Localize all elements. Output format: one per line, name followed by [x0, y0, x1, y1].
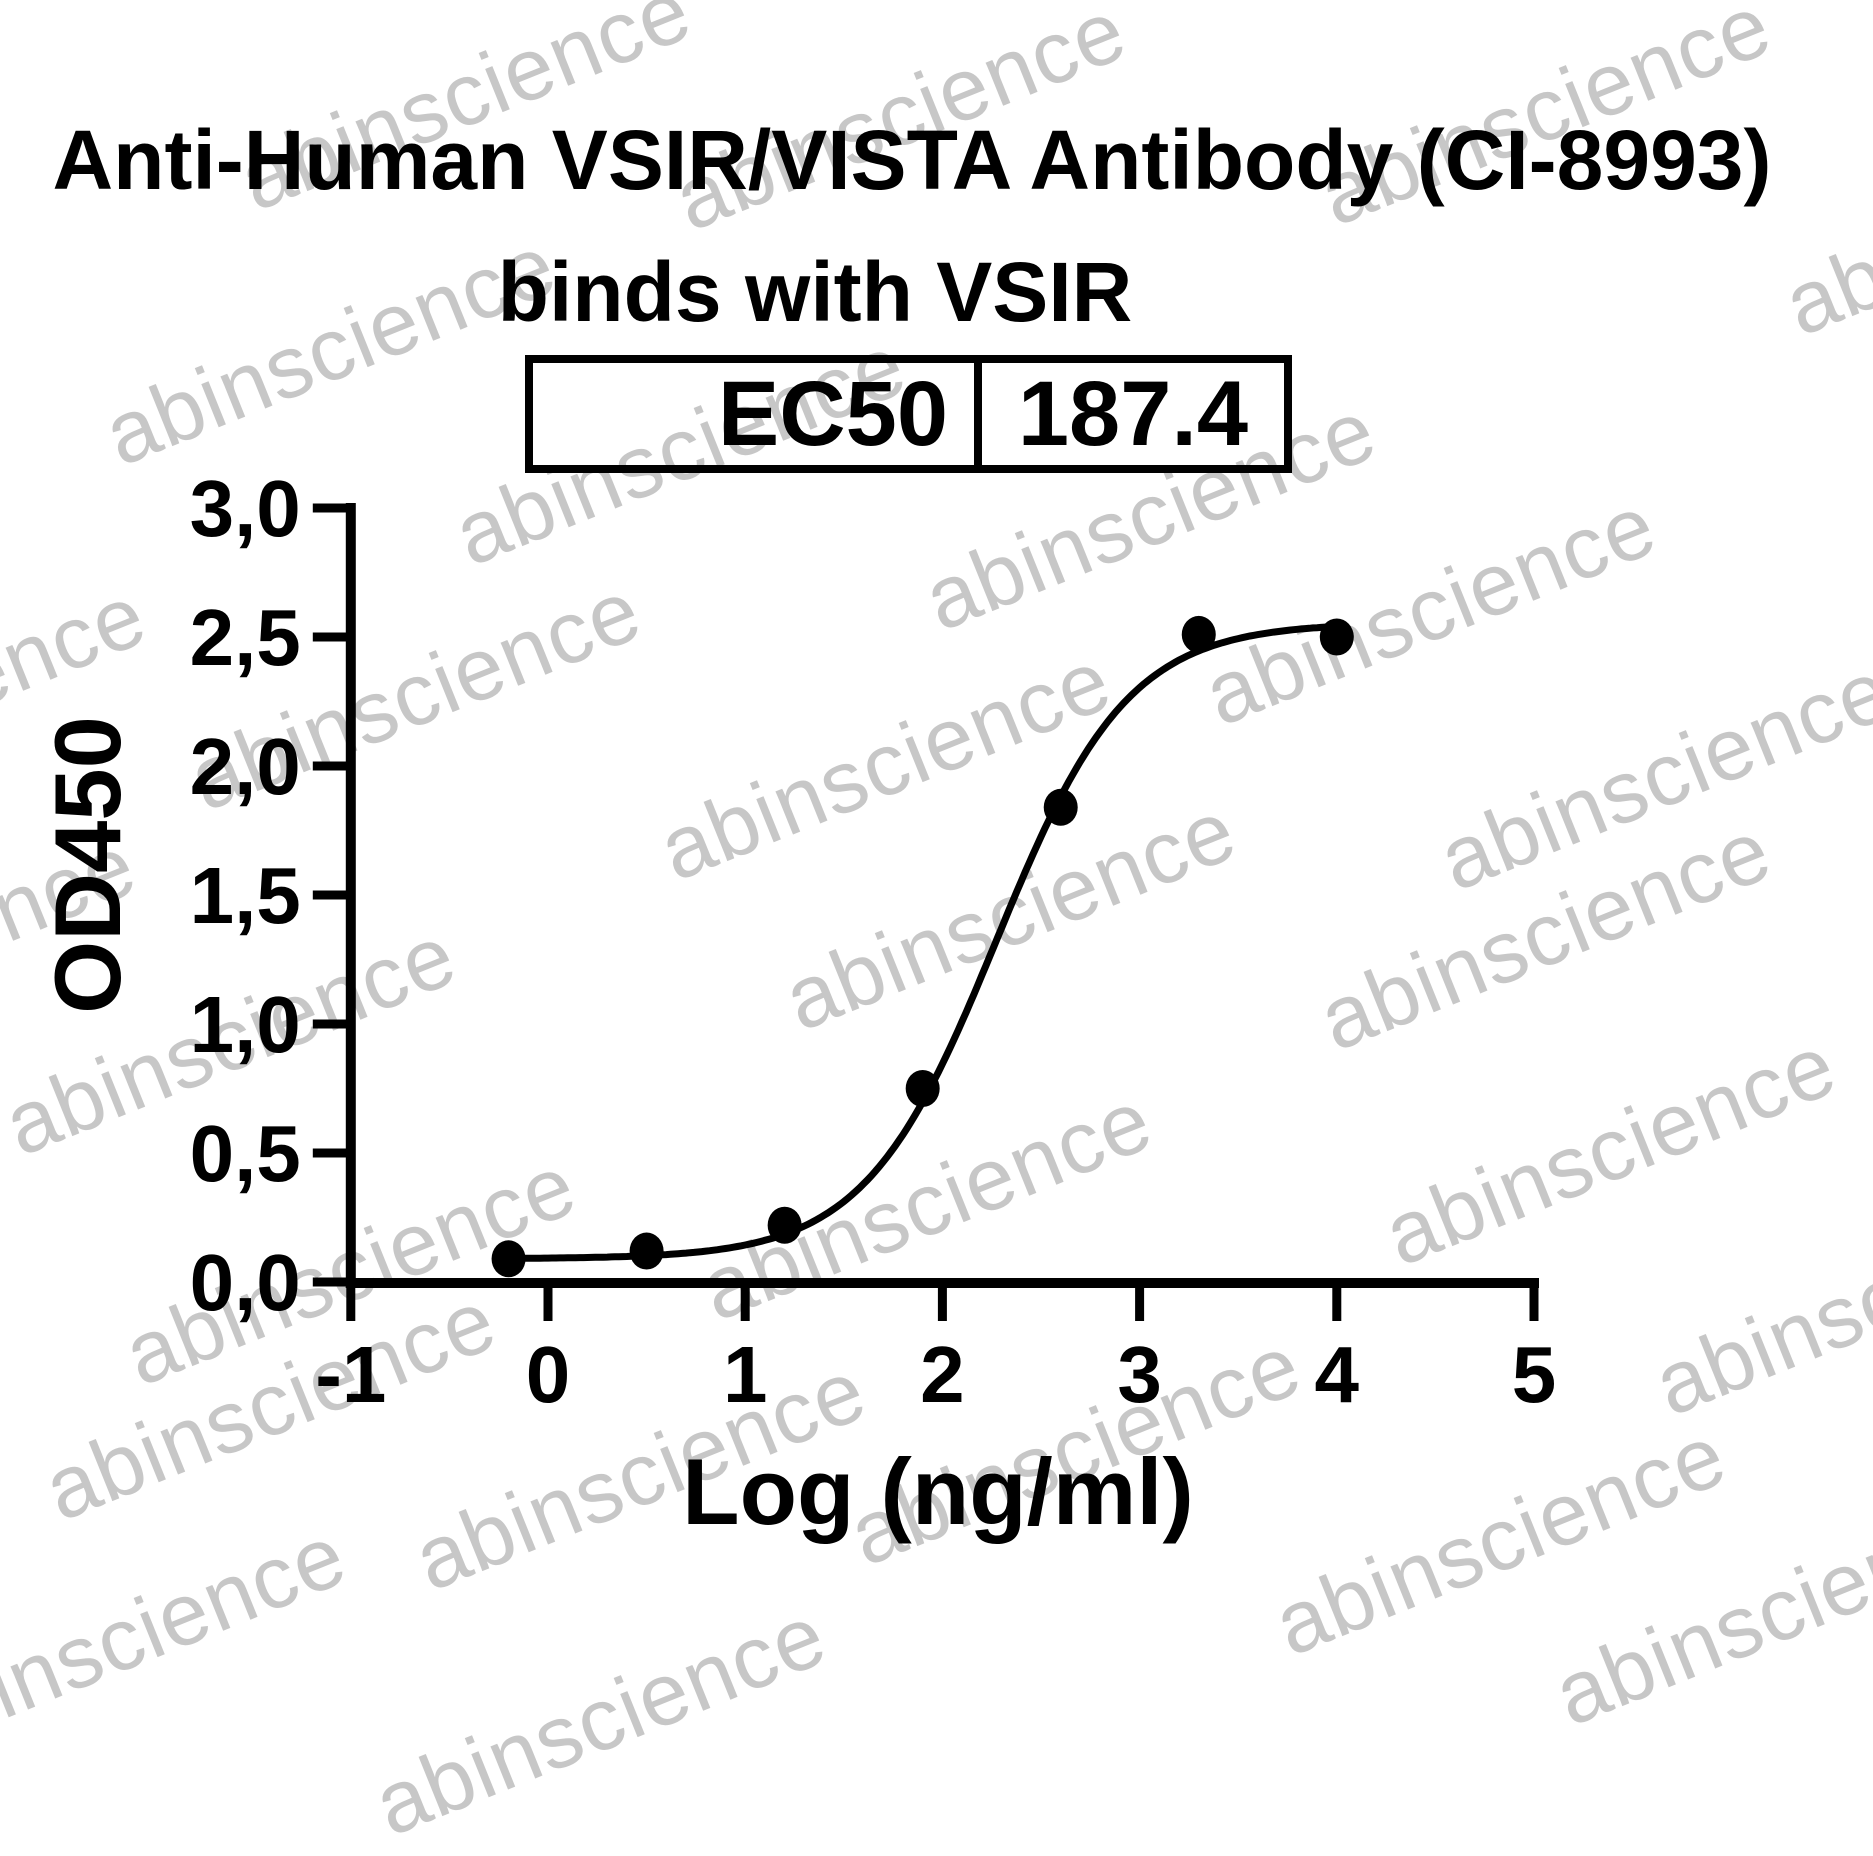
- ec50-table: EC50 187.4: [525, 355, 1292, 473]
- x-tick-label: 1: [723, 1330, 768, 1419]
- data-point: [1319, 618, 1354, 656]
- axes: [345, 503, 1539, 1288]
- data-point: [629, 1232, 664, 1270]
- data-point: [767, 1206, 802, 1244]
- data-point: [491, 1240, 526, 1278]
- chart-plot-area: 0,0 0,5 1,0 1,5 2,0 2,5 3,0 -1 0 1 2 3 4 5 OD450 Log …: [35, 464, 1557, 1544]
- data-points: [491, 615, 1354, 1278]
- axis-tick-labels: 0,0 0,5 1,0 1,5 2,0 2,5 3,0 -1 0 1 2 3 4 5: [190, 464, 1557, 1419]
- x-tick-label: -1: [315, 1330, 386, 1419]
- y-tick-label: 2,5: [190, 593, 301, 682]
- x-tick-label: 4: [1315, 1330, 1360, 1419]
- data-point: [1181, 615, 1216, 653]
- page-subtitle: binds with VSIR: [497, 245, 1133, 339]
- data-point: [1043, 788, 1078, 826]
- x-tick-label: 2: [920, 1330, 965, 1419]
- binding-curve-figure: Anti-Human VSIR/VISTA Antibody (CI-8993)…: [35, 113, 1772, 1544]
- y-tick-label: 2,0: [190, 722, 301, 811]
- y-tick-label: 1,5: [190, 851, 301, 940]
- sigmoid-fit-curve: [505, 622, 1341, 1262]
- y-tick-label: 0,0: [190, 1238, 301, 1327]
- page-title: Anti-Human VSIR/VISTA Antibody (CI-8993): [52, 113, 1772, 207]
- ec50-value-cell: 187.4: [1017, 363, 1249, 465]
- y-tick-label: 1,0: [190, 980, 301, 1069]
- x-tick-label: 3: [1117, 1330, 1162, 1419]
- y-tick-label: 0,5: [190, 1109, 301, 1198]
- y-tick-label: 3,0: [190, 464, 301, 553]
- x-tick-label: 0: [526, 1330, 571, 1419]
- x-axis-title: Log (ng/ml): [682, 1439, 1194, 1544]
- axis-ticks: [312, 503, 1539, 1321]
- data-point: [905, 1070, 940, 1107]
- y-axis-title: OD450: [35, 716, 140, 1014]
- x-tick-label: 5: [1512, 1330, 1557, 1419]
- ec50-label-cell: EC50: [533, 363, 982, 465]
